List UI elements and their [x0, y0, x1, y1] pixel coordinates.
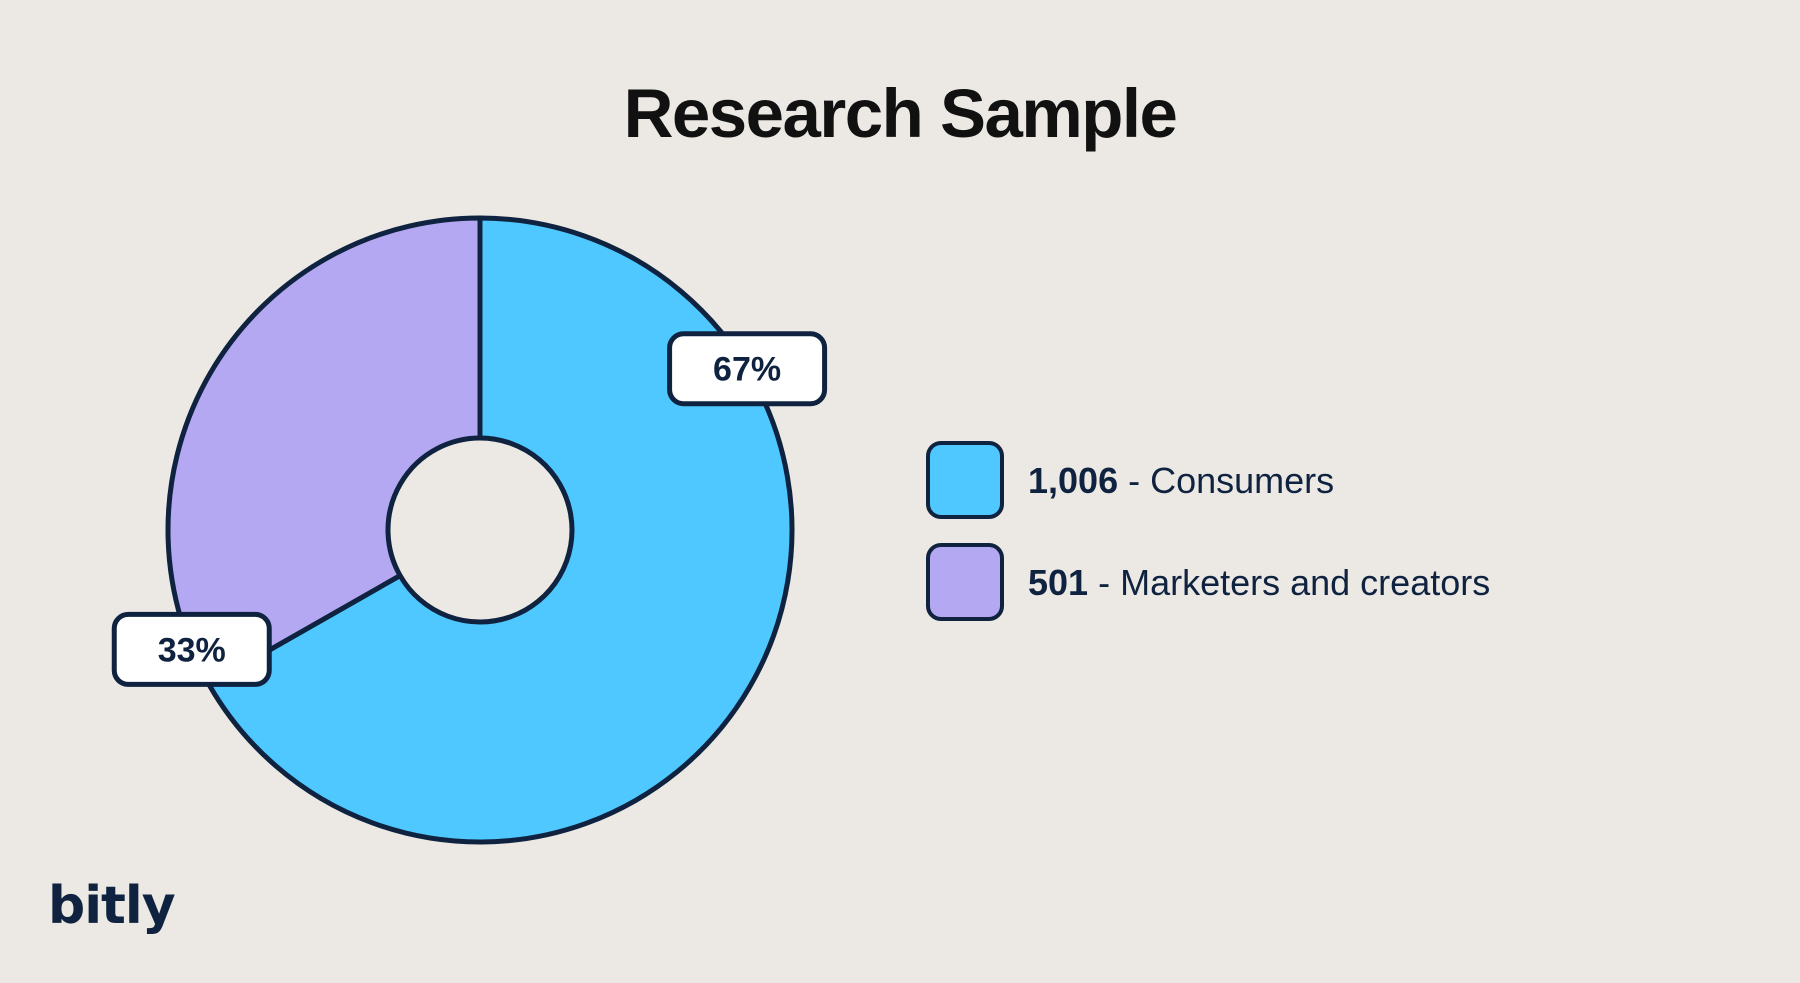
percent-label-text: 67% [713, 351, 781, 389]
legend-separator: - [1088, 562, 1121, 603]
legend-text-consumers: 1,006 - Consumers [1028, 461, 1334, 501]
legend-text-marketers: 501 - Marketers and creators [1028, 563, 1490, 603]
slice-labels: 67% 33% [111, 331, 828, 687]
legend-swatch-marketers [926, 543, 1004, 621]
percent-label-consumers: 67% [667, 331, 828, 407]
donut-slices [165, 215, 795, 845]
legend-count-consumers: 1,006 [1028, 460, 1119, 501]
percent-label-box [111, 611, 272, 687]
legend-label-marketers: Marketers and creators [1120, 562, 1491, 603]
legend-separator: - [1118, 460, 1151, 501]
legend-swatch-consumers [926, 441, 1004, 519]
legend-label-consumers: Consumers [1150, 460, 1335, 501]
percent-label-text: 33% [158, 631, 226, 669]
legend-item-consumers: 1,006 - Consumers [926, 441, 1686, 519]
legend-item-marketers: 501 - Marketers and creators [926, 543, 1686, 621]
donut-slice-marketers-and-creators [165, 215, 483, 687]
percent-label-marketers-and-creators: 33% [111, 611, 272, 687]
percent-label-box [667, 331, 828, 407]
legend-count-marketers: 501 [1028, 562, 1089, 603]
chart-title: Research Sample [623, 75, 1178, 152]
bitly-logo-icon: bitly [48, 876, 176, 936]
